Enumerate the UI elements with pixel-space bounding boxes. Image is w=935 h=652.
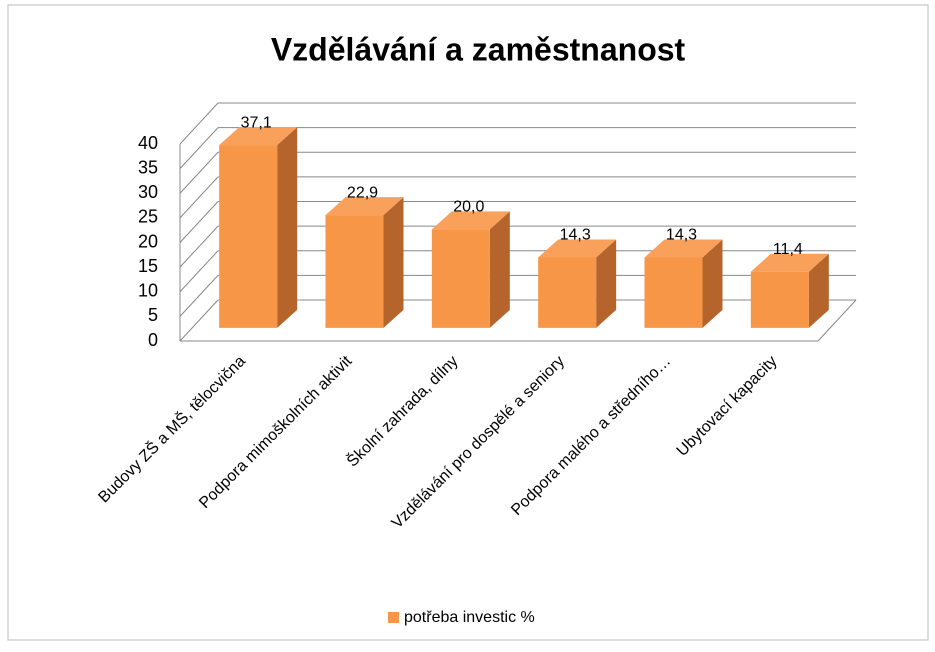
- grid-line: [179, 250, 219, 293]
- bar-side: [808, 253, 829, 328]
- value-label: 11,4: [773, 241, 803, 258]
- bar-top: [219, 127, 298, 146]
- grid-line: [179, 299, 219, 342]
- grid-line: [179, 151, 219, 194]
- bar-front: [325, 215, 384, 328]
- y-tick-label: 40: [138, 133, 158, 153]
- bar: [219, 127, 298, 328]
- bar: [644, 239, 723, 328]
- y-tick-label: 10: [138, 281, 158, 301]
- value-label: 14,3: [666, 227, 697, 244]
- bar-side: [383, 197, 404, 328]
- legend-swatch: [388, 612, 399, 623]
- grid-line: [179, 102, 219, 145]
- value-label: 37,1: [241, 114, 272, 131]
- y-tick-label: 0: [148, 330, 158, 350]
- bar-side: [277, 127, 298, 328]
- bar-front: [431, 229, 490, 328]
- bar: [325, 197, 404, 328]
- bar-front: [219, 145, 278, 328]
- bar-front: [644, 257, 703, 328]
- bar-side: [702, 239, 723, 328]
- bar: [538, 239, 617, 328]
- bar-top: [431, 211, 510, 230]
- value-label: 20,0: [453, 199, 484, 216]
- legend-label: potřeba investic %: [404, 609, 535, 626]
- grid-line: [179, 176, 219, 219]
- y-tick-label: 25: [138, 207, 158, 227]
- bar-top: [750, 253, 829, 272]
- y-tick-label: 15: [138, 256, 158, 276]
- axis: [817, 299, 857, 342]
- value-label: 22,9: [347, 184, 378, 201]
- y-tick-label: 30: [138, 182, 158, 202]
- bar-front: [538, 257, 597, 328]
- y-tick-label: 20: [138, 231, 158, 251]
- bar-side: [489, 211, 510, 328]
- grid-line: [179, 127, 219, 169]
- bar: [431, 211, 510, 328]
- bar: [750, 253, 829, 328]
- bar-side: [596, 239, 617, 328]
- grid-line: [179, 225, 219, 268]
- y-tick-label: 5: [148, 305, 158, 325]
- chart-title: Vzdělávání a zaměstnanost: [271, 31, 686, 67]
- bar-top: [538, 239, 617, 258]
- grid-line: [179, 275, 219, 317]
- bar-front: [750, 271, 809, 328]
- bar-top: [644, 239, 723, 258]
- value-label: 14,3: [560, 227, 591, 244]
- grid-line: [179, 201, 219, 243]
- y-tick-label: 35: [138, 157, 158, 177]
- bar-top: [325, 197, 404, 216]
